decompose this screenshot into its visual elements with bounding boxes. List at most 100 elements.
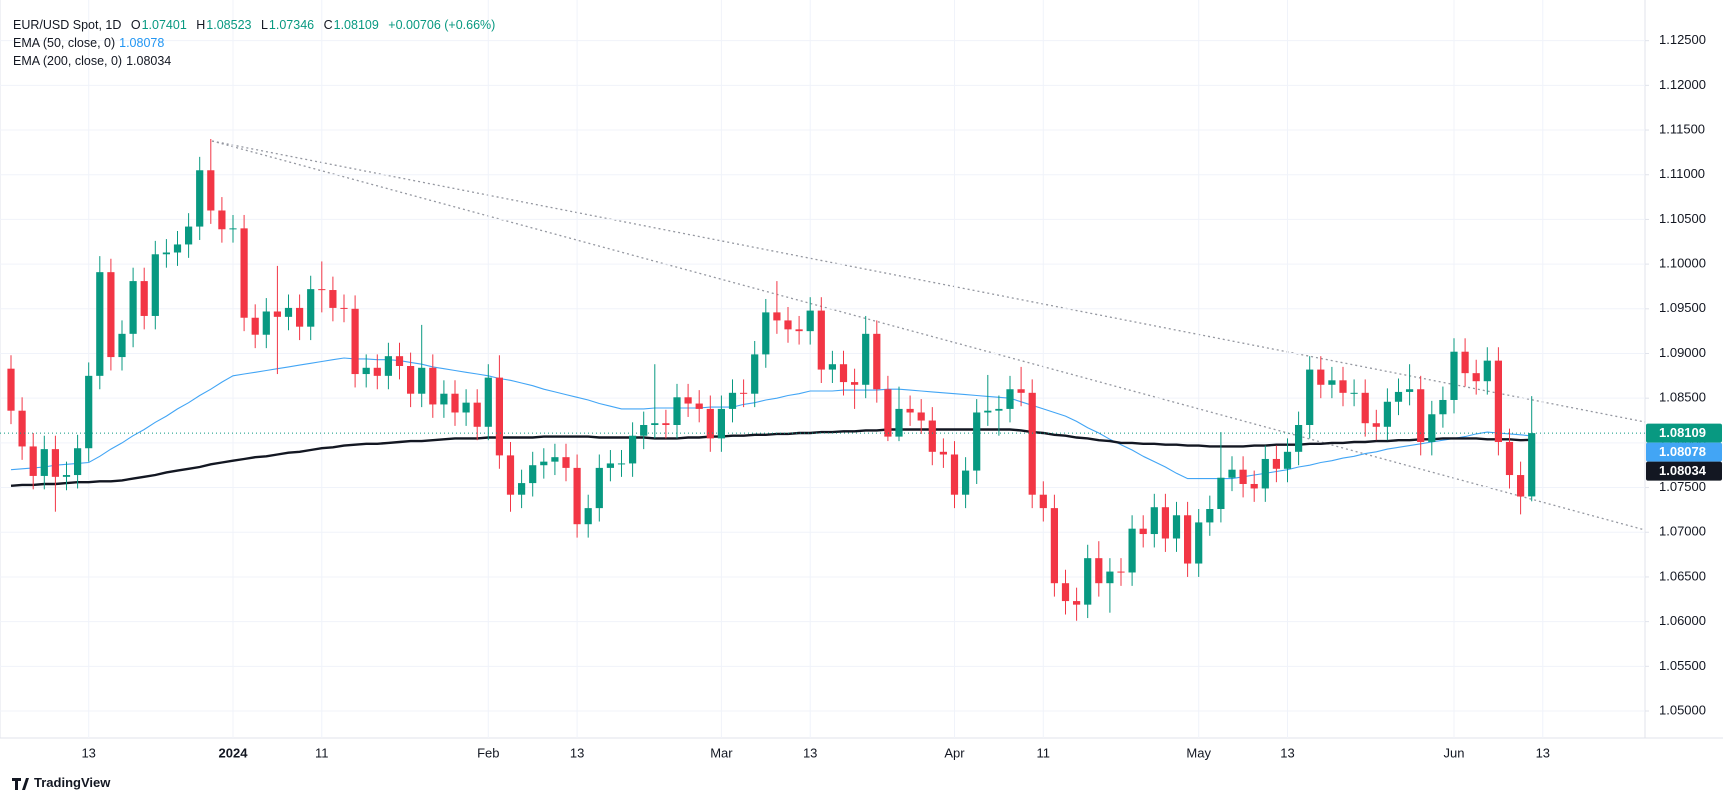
y-tick-label: 1.06500	[1659, 568, 1706, 583]
candle-body	[884, 389, 892, 437]
price-badge	[1646, 461, 1722, 481]
trend-line	[211, 140, 1646, 423]
brand-logo	[12, 778, 29, 790]
ema-line	[10, 357, 1532, 480]
candle-body	[473, 402, 481, 427]
x-tick-label: May	[1186, 745, 1211, 760]
candle-body	[939, 451, 947, 455]
candle-body	[1505, 441, 1514, 476]
y-tick-label: 1.12500	[1659, 32, 1706, 47]
x-tick-label: Mar	[710, 745, 733, 760]
candle-body	[1528, 433, 1536, 497]
candle-body	[484, 377, 492, 427]
candle-body	[1339, 380, 1347, 393]
candle-body	[606, 463, 614, 468]
candle-body	[1228, 469, 1236, 478]
candle-body	[307, 289, 315, 327]
candle-body	[1428, 414, 1436, 442]
candle-body	[762, 312, 770, 355]
ohlc-value: 1.07401	[141, 18, 187, 32]
candle-body	[828, 364, 836, 370]
price-badge-label: 1.08109	[1659, 425, 1706, 440]
candle-body	[506, 455, 515, 495]
x-tick-label: 13	[570, 745, 584, 760]
candle-body	[7, 368, 15, 411]
candle-body	[540, 461, 548, 466]
candle-body	[928, 420, 936, 452]
indicator-value: 1.08078	[119, 36, 165, 50]
candle-body	[1295, 424, 1303, 452]
legend: EUR/USD Spot, 1D O1.07401 H1.08523 L1.07…	[13, 16, 501, 70]
candle-body	[173, 244, 182, 253]
candle-body	[18, 410, 26, 447]
candle-body	[839, 364, 848, 383]
candle-body	[1084, 558, 1092, 605]
candle-body	[451, 393, 459, 413]
candle-body	[773, 312, 781, 321]
candle-body	[96, 272, 104, 376]
candle-body	[529, 465, 537, 484]
y-tick-label: 1.10000	[1659, 256, 1706, 271]
candle-body	[1372, 423, 1380, 427]
candle-body	[1250, 483, 1258, 489]
candle-body	[51, 449, 59, 477]
candle-body	[340, 307, 348, 309]
candle-body	[1439, 399, 1447, 415]
candle-body	[418, 367, 426, 394]
indicators	[10, 357, 1532, 487]
y-tick-label: 1.05000	[1659, 702, 1706, 717]
ohlc-key: L	[260, 18, 268, 32]
candle-body	[784, 320, 792, 330]
candle-body	[551, 457, 559, 462]
candle-body	[40, 449, 48, 476]
candle-body	[751, 354, 759, 394]
candle-body	[1206, 509, 1214, 523]
candle-body	[906, 408, 914, 413]
candle-body	[296, 307, 304, 327]
ohlc-value: 1.08109	[333, 18, 379, 32]
candle-body	[1406, 389, 1414, 392]
x-tick-label: Apr	[944, 745, 965, 760]
legend-row: EMA (50, close, 0) 1.08078	[13, 34, 501, 52]
candle-body	[196, 170, 204, 227]
candle-body	[1217, 477, 1225, 510]
candle-body	[407, 366, 415, 394]
y-tick-label: 1.09000	[1659, 345, 1706, 360]
candle-body	[584, 508, 592, 525]
candle-body	[1061, 583, 1070, 602]
candle-body	[662, 423, 670, 425]
candle-body	[462, 402, 470, 413]
x-tick-label: 13	[803, 745, 817, 760]
candle-body	[651, 423, 659, 425]
x-tick-label: 13	[1536, 745, 1550, 760]
candle-body	[617, 463, 626, 465]
candle-body	[329, 290, 337, 308]
candle-body	[595, 467, 603, 509]
candle-body	[229, 228, 237, 230]
x-tick-label: 11	[315, 745, 329, 760]
candle-body	[806, 310, 814, 332]
ohlc-key: O	[130, 18, 141, 32]
candle-body	[717, 408, 725, 439]
candle-body	[185, 226, 193, 245]
symbol-title: EUR/USD Spot, 1D	[13, 18, 122, 32]
candle-body	[1517, 475, 1525, 497]
candle-body	[629, 435, 637, 464]
candle-body	[728, 392, 737, 409]
candle-body	[1195, 522, 1203, 564]
candle-body	[706, 408, 714, 439]
legend-row: EMA (200, close, 0) 1.08034	[13, 52, 501, 70]
x-tick-label: 13	[81, 745, 95, 760]
candle-body	[1184, 515, 1192, 564]
candle-body	[573, 467, 581, 525]
y-tick-label: 1.10500	[1659, 211, 1706, 226]
x-tick-label: 11	[1037, 745, 1051, 760]
candle-body	[1161, 507, 1169, 539]
candle-body	[262, 311, 270, 335]
candle-body	[817, 310, 825, 370]
candle-body	[207, 170, 215, 211]
candle-body	[1272, 458, 1280, 469]
